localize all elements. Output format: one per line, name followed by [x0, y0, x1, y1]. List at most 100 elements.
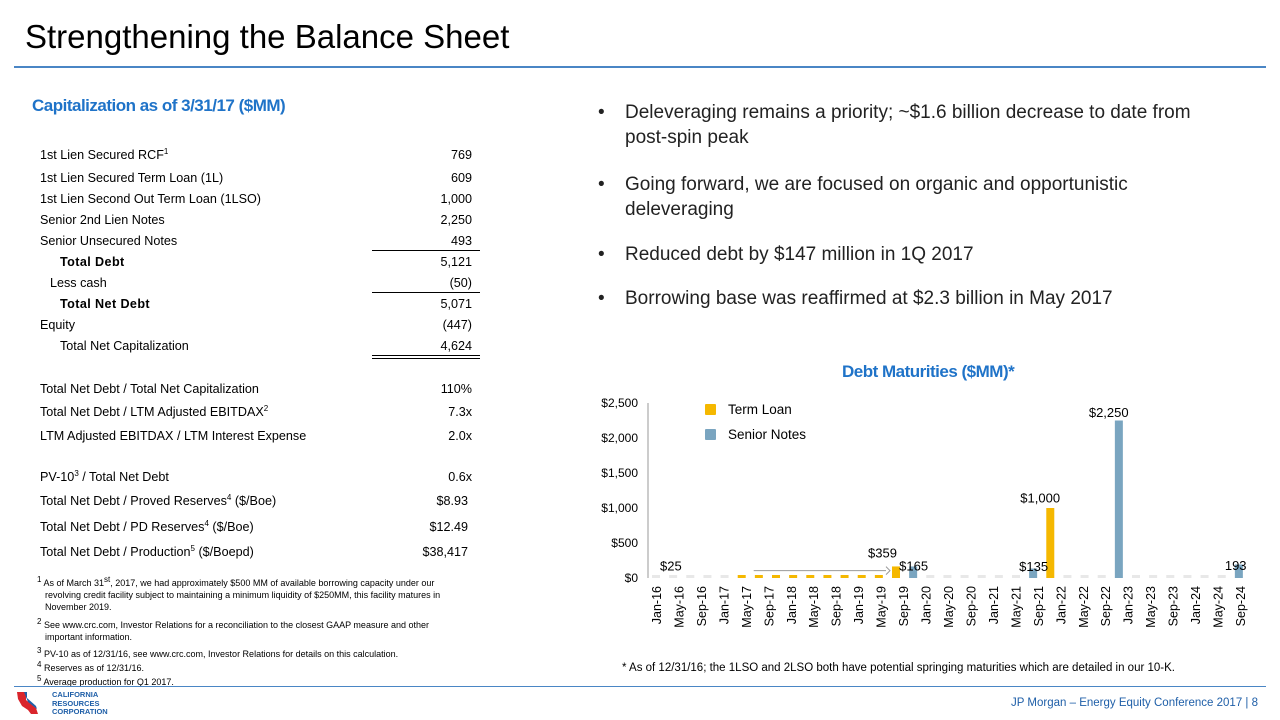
row-label: Less cash	[50, 276, 107, 290]
x-tick-label: Jan-22	[1054, 586, 1068, 624]
ratio-row: Total Net Debt / PD Reserves4 ($/Boe) $12…	[40, 519, 480, 540]
row-label: Total Net Capitalization	[60, 339, 189, 353]
row-label: 1st Lien Secured Term Loan (1L)	[40, 171, 224, 185]
term-loan-bar	[737, 575, 746, 578]
data-label: $25	[660, 559, 682, 574]
cap-table-row: 1st Lien Secured Term Loan (1L) 609	[40, 171, 480, 191]
x-tick-label: Sep-21	[1032, 586, 1046, 626]
subtotal-rule	[372, 292, 480, 293]
empty-quarter-mark	[1149, 575, 1158, 578]
row-value: 5,121	[440, 255, 472, 269]
ratio-value: $12.49	[429, 520, 468, 534]
x-tick-label: Sep-18	[830, 586, 844, 626]
data-label: 193	[1225, 558, 1247, 573]
footnote-1: 1 As of March 31st, 2017, we had approxi…	[37, 575, 441, 613]
term-loan-bar	[789, 575, 798, 578]
legend-label: Senior Notes	[728, 427, 806, 442]
y-tick-label: $2,500	[601, 396, 638, 410]
empty-quarter-mark	[1183, 575, 1192, 578]
data-label: $2,250	[1089, 405, 1129, 420]
empty-quarter-mark	[943, 575, 952, 578]
senior-notes-bar	[1114, 420, 1123, 578]
empty-quarter-mark	[1132, 575, 1140, 578]
x-tick-label: May-17	[740, 586, 754, 628]
ratio-value: 0.6x	[448, 470, 472, 484]
footnote-5: 5 Average production for Q1 2017.	[37, 674, 174, 688]
empty-quarter-mark	[1080, 575, 1089, 578]
empty-quarter-mark	[1166, 575, 1175, 578]
row-value: 769	[450, 148, 472, 162]
cap-table-row: Total Net Debt 5,071	[40, 297, 480, 317]
ratio-row: Total Net Debt / Total Net Capitalizatio…	[40, 382, 480, 402]
x-tick-label: Sep-20	[964, 586, 978, 626]
row-value: 493	[450, 234, 472, 248]
logo-wordmark: CALIFORNIA RESOURCES CORPORATION	[52, 690, 108, 716]
x-tick-label: Sep-23	[1167, 586, 1181, 626]
empty-quarter-mark	[926, 575, 935, 578]
cap-table-row: Equity (447)	[40, 318, 480, 338]
term-loan-bar	[874, 575, 883, 578]
row-value: 609	[450, 171, 472, 185]
data-label: $135	[1019, 559, 1048, 574]
x-tick-label: Jan-19	[852, 586, 866, 624]
term-loan-bar	[806, 575, 815, 578]
x-tick-label: Jan-23	[1122, 586, 1136, 624]
chart-title: Debt Maturities ($MM)*	[842, 362, 1015, 381]
x-tick-label: May-18	[807, 586, 821, 628]
title-divider	[14, 66, 1266, 68]
cap-table-row: Senior 2nd Lien Notes 2,250	[40, 213, 480, 233]
total-double-rule-top	[372, 355, 480, 356]
cap-table-row: 1st Lien Secured RCF1 769	[40, 146, 480, 168]
row-label: 1st Lien Secured RCF1	[40, 146, 169, 162]
row-value: 1,000	[440, 192, 472, 206]
company-logo: CALIFORNIA RESOURCES CORPORATION	[14, 690, 134, 718]
x-tick-label: May-23	[1144, 586, 1158, 628]
term-loan-bar	[1046, 508, 1055, 578]
x-tick-label: May-24	[1212, 586, 1226, 628]
empty-quarter-mark	[1063, 575, 1072, 578]
ratio-value: $8.93	[436, 494, 468, 508]
ratio-row: PV-103 / Total Net Debt 0.6x	[40, 468, 480, 490]
y-tick-label: $2,000	[601, 431, 638, 445]
senior-notes-bar	[909, 566, 918, 578]
ratio-label: Total Net Debt / Total Net Capitalizatio…	[40, 382, 259, 396]
total-double-rule-bottom	[372, 358, 480, 359]
ratio-row: Total Net Debt / Production5 ($/Boepd) $3…	[40, 543, 480, 565]
senior-notes-bar	[1234, 564, 1243, 578]
ratio-label: Total Net Debt / LTM Adjusted EBITDAX2	[40, 403, 269, 419]
x-tick-label: Jan-20	[920, 586, 934, 624]
cap-table-row: 1st Lien Second Out Term Loan (1LSO) 1,00…	[40, 192, 480, 212]
y-tick-label: $1,000	[601, 501, 638, 515]
empty-quarter-mark	[686, 575, 695, 578]
data-label: $1,000	[1020, 490, 1060, 505]
legend-swatch	[705, 404, 716, 415]
footnote-4: 4 Reserves as of 12/31/16.	[37, 660, 145, 674]
legend-swatch	[705, 429, 716, 440]
ratio-value: 2.0x	[448, 429, 472, 443]
x-tick-label: Sep-24	[1234, 586, 1248, 626]
empty-quarter-mark	[960, 575, 969, 578]
debt-maturities-chart: $0 $500 $1,000 $1,500 $2,000 $2,500 $25 $359$16…	[601, 396, 1248, 628]
senior-notes-bar	[1029, 568, 1038, 578]
ratio-value: $38,417	[422, 545, 468, 559]
data-label: $359	[868, 546, 897, 561]
row-value: (447)	[442, 318, 472, 332]
y-tick-label: $0	[625, 571, 639, 585]
cap-table-row: Less cash (50)	[40, 276, 480, 296]
row-label: Total Net Debt	[60, 297, 151, 311]
term-loan-bar	[823, 575, 832, 578]
empty-quarter-mark	[1200, 575, 1209, 578]
x-tick-label: Jan-24	[1189, 586, 1203, 624]
ratio-label: PV-103 / Total Net Debt	[40, 468, 169, 484]
ratio-value: 7.3x	[448, 405, 472, 419]
term-loan-bar	[857, 575, 866, 578]
california-map-icon	[17, 692, 38, 714]
ratio-label: Total Net Debt / Production5 ($/Boepd)	[40, 543, 254, 559]
chart-footnote: * As of 12/31/16; the 1LSO and 2LSO both…	[622, 662, 1175, 674]
empty-quarter-mark	[994, 575, 1003, 578]
x-tick-label: Jan-21	[987, 586, 1001, 624]
x-tick-label: May-20	[942, 586, 956, 628]
empty-quarter-mark	[652, 575, 660, 578]
ratio-label: LTM Adjusted EBITDAX / LTM Interest Expe…	[40, 429, 307, 443]
empty-quarter-mark	[1097, 575, 1106, 578]
